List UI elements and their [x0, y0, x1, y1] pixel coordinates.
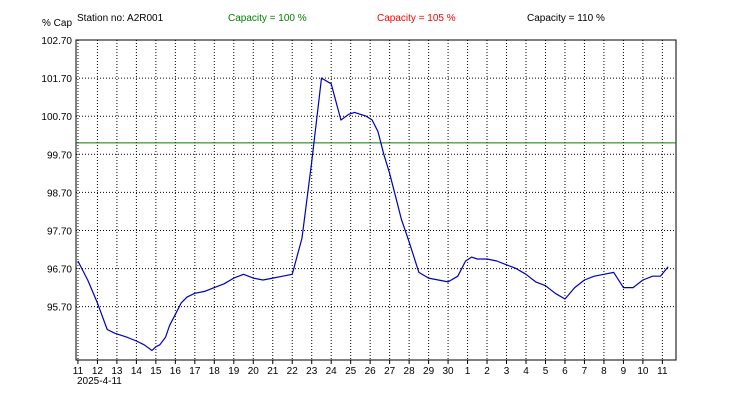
x-tick-label: 20	[248, 366, 260, 377]
x-tick-label: 2	[484, 366, 490, 377]
capacity-110-label: Capacity = 110 %	[527, 13, 605, 24]
x-tick-label: 30	[443, 366, 455, 377]
y-axis-label: % Cap	[42, 18, 72, 29]
x-tick-label: 25	[345, 366, 357, 377]
x-tick-label: 11	[73, 366, 84, 377]
y-tick-label: 99.70	[47, 150, 72, 161]
x-tick-label: 9	[621, 366, 627, 377]
y-tick-label: 102.70	[41, 36, 72, 47]
x-tick-label: 14	[131, 366, 143, 377]
x-tick-label: 19	[228, 366, 240, 377]
y-tick-label: 97.70	[47, 226, 72, 237]
series-group	[77, 77, 669, 352]
x-axis-date-label: 2025-4-11	[77, 376, 122, 387]
capacity-100-label: Capacity = 100 %	[228, 13, 307, 24]
x-tick-label: 15	[150, 366, 162, 377]
x-tick-label: 22	[287, 366, 299, 377]
x-tick-label: 7	[582, 366, 588, 377]
station-label: Station no: A2R001	[77, 13, 164, 24]
x-tick-label: 18	[209, 366, 221, 377]
chart-grid	[76, 39, 676, 360]
x-tick-label: 17	[189, 366, 201, 377]
x-tick-label: 3	[504, 366, 510, 377]
x-tick-label: 16	[170, 366, 182, 377]
y-axis-ticks: 95.70 96.70 97.70 98.70 99.70 100.70 101.70 102…	[41, 36, 72, 314]
x-tick-label: 11	[657, 366, 668, 377]
x-tick-label: 28	[404, 366, 416, 377]
y-tick-label: 95.70	[47, 303, 72, 314]
x-tick-label: 12	[92, 366, 104, 377]
plot-frame	[75, 39, 677, 361]
y-tick-label: 101.70	[41, 74, 72, 85]
x-axis-ticks: 11 12 13 14 15 16 17 18 19 20 21 22 23 24 25 26 27 28 29 30…	[73, 360, 668, 377]
x-tick-label: 4	[523, 366, 529, 377]
x-tick-label: 29	[423, 366, 435, 377]
x-tick-label: 24	[326, 366, 338, 377]
y-tick-label: 100.70	[41, 112, 72, 123]
x-tick-label: 27	[384, 366, 396, 377]
x-tick-label: 10	[637, 366, 649, 377]
x-tick-label: 6	[562, 366, 568, 377]
x-tick-label: 5	[543, 366, 549, 377]
capacity-105-label: Capacity = 105 %	[377, 13, 456, 24]
x-tick-label: 1	[465, 366, 471, 377]
x-tick-label: 8	[601, 366, 607, 377]
y-tick-label: 96.70	[47, 265, 72, 276]
x-tick-label: 21	[267, 366, 279, 377]
y-tick-label: 98.70	[47, 188, 72, 199]
series-line	[77, 77, 669, 352]
x-tick-label: 13	[111, 366, 123, 377]
x-tick-label: 26	[365, 366, 377, 377]
x-tick-label: 23	[306, 366, 318, 377]
